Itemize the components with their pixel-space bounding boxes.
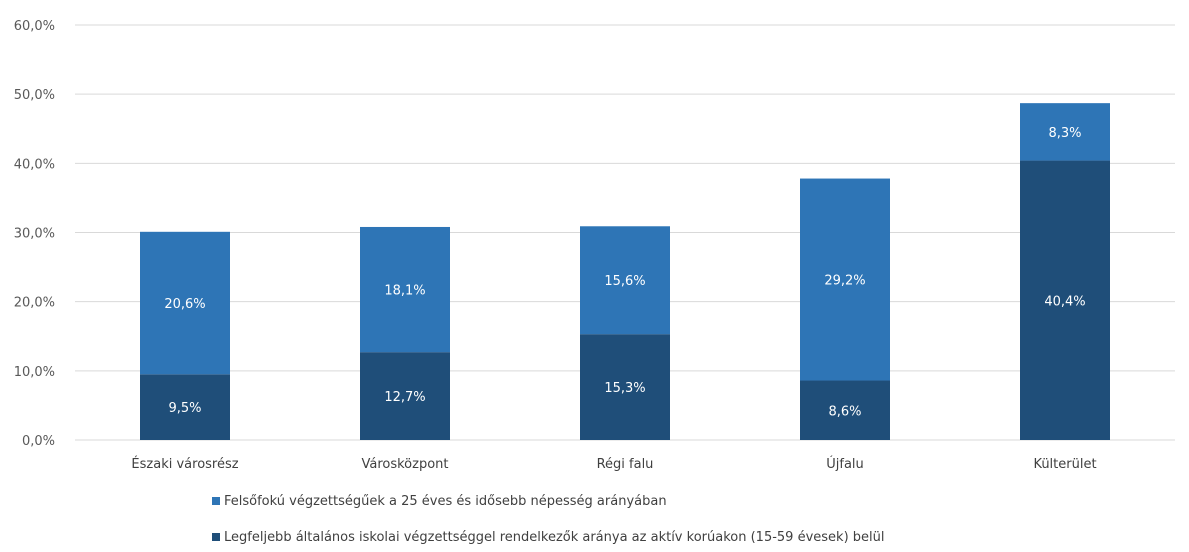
bar-segment: [1020, 103, 1110, 161]
x-tick-label: Városközpont: [361, 457, 448, 472]
bar-segment: [580, 226, 670, 335]
data-label: 18,1%: [384, 284, 425, 299]
y-tick-label: 50,0%: [14, 88, 55, 103]
data-label: 8,6%: [828, 404, 861, 419]
bar-segment: [1020, 160, 1110, 441]
data-label: 15,6%: [604, 274, 645, 289]
bar-segment: [360, 352, 450, 440]
y-tick-label: 60,0%: [14, 19, 55, 34]
bar-segment: [140, 374, 230, 440]
legend-swatch-higher-education: [212, 497, 220, 505]
bar-segment: [800, 380, 890, 440]
legend-item-higher-education: Felsőfokú végzettségűek a 25 éves és idő…: [212, 494, 667, 509]
x-tick-label: Északi városrész: [131, 456, 238, 472]
y-tick-label: 30,0%: [14, 227, 55, 242]
data-label: 9,5%: [168, 401, 201, 416]
y-tick-label: 10,0%: [14, 365, 55, 380]
y-tick-label: 40,0%: [14, 157, 55, 172]
legend-label-primary-education: Legfeljebb általános iskolai végzettségg…: [224, 530, 885, 545]
legend-label-higher-education: Felsőfokú végzettségűek a 25 éves és idő…: [224, 494, 667, 509]
x-tick-label: Régi falu: [597, 457, 654, 472]
x-tick-label: Újfalu: [826, 456, 864, 472]
bar-segment: [140, 231, 230, 375]
data-label: 15,3%: [604, 381, 645, 396]
data-label: 29,2%: [824, 274, 865, 289]
y-tick-label: 20,0%: [14, 296, 55, 311]
legend-swatch-primary-education: [212, 533, 220, 541]
legend-item-primary-education: Legfeljebb általános iskolai végzettségg…: [212, 530, 884, 545]
data-label: 20,6%: [164, 297, 205, 312]
stacked-bar-chart: 0,0% 10,0% 20,0% 30,0% 40,0% 50,0% 60,0% 9,5% 20…: [14, 19, 1175, 472]
x-tick-label: Külterület: [1033, 457, 1096, 472]
bar-segment: [360, 226, 450, 353]
data-label: 12,7%: [384, 390, 425, 405]
data-label: 40,4%: [1044, 294, 1085, 309]
bar-segment: [580, 334, 670, 440]
bar-segment: [800, 178, 890, 381]
y-tick-label: 0,0%: [22, 434, 55, 449]
data-label: 8,3%: [1048, 126, 1081, 141]
